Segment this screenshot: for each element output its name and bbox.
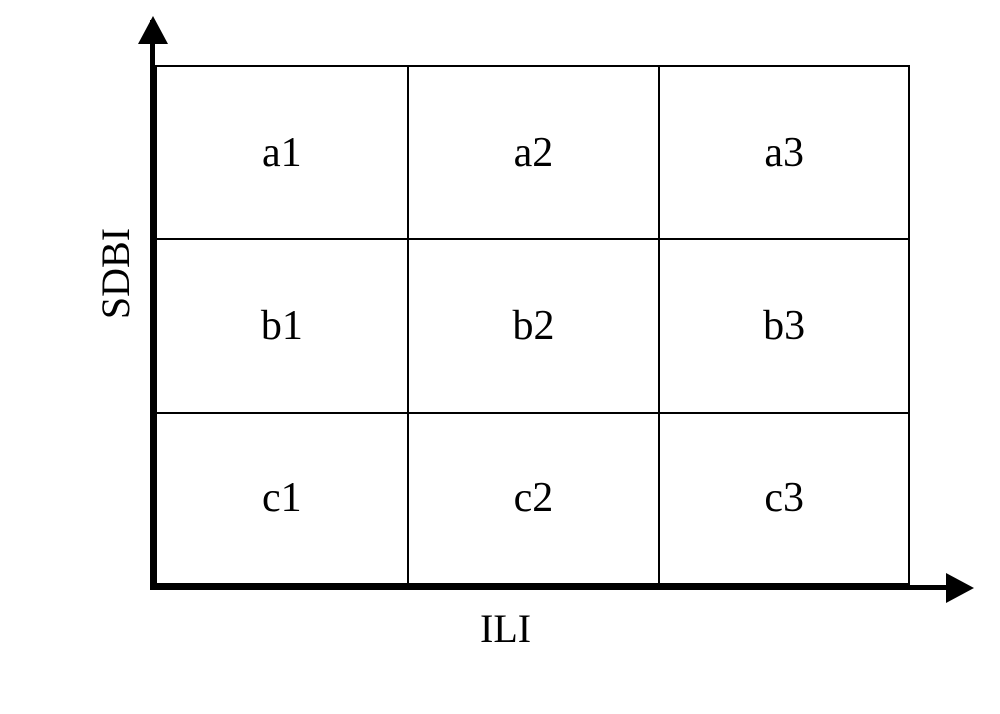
grid-cell-c3: c3 [658,412,910,585]
matrix-grid: a1 a2 a3 b1 b2 b3 c1 c2 c3 [155,65,910,585]
x-axis-line [150,585,950,590]
grid-cell-b2: b2 [407,238,659,411]
grid-cell-b3: b3 [658,238,910,411]
axes-diagram: SDBI ILI a1 a2 a3 b1 b2 b3 c1 c2 c3 [80,20,960,670]
grid-cell-a1: a1 [155,65,407,238]
grid-cell-a2: a2 [407,65,659,238]
y-axis-label: SDBI [92,228,139,319]
grid-cell-b1: b1 [155,238,407,411]
grid-cell-c2: c2 [407,412,659,585]
grid-cell-a3: a3 [658,65,910,238]
grid-cell-c1: c1 [155,412,407,585]
x-axis-label: ILI [480,605,531,652]
x-axis-arrowhead-icon [946,573,974,603]
